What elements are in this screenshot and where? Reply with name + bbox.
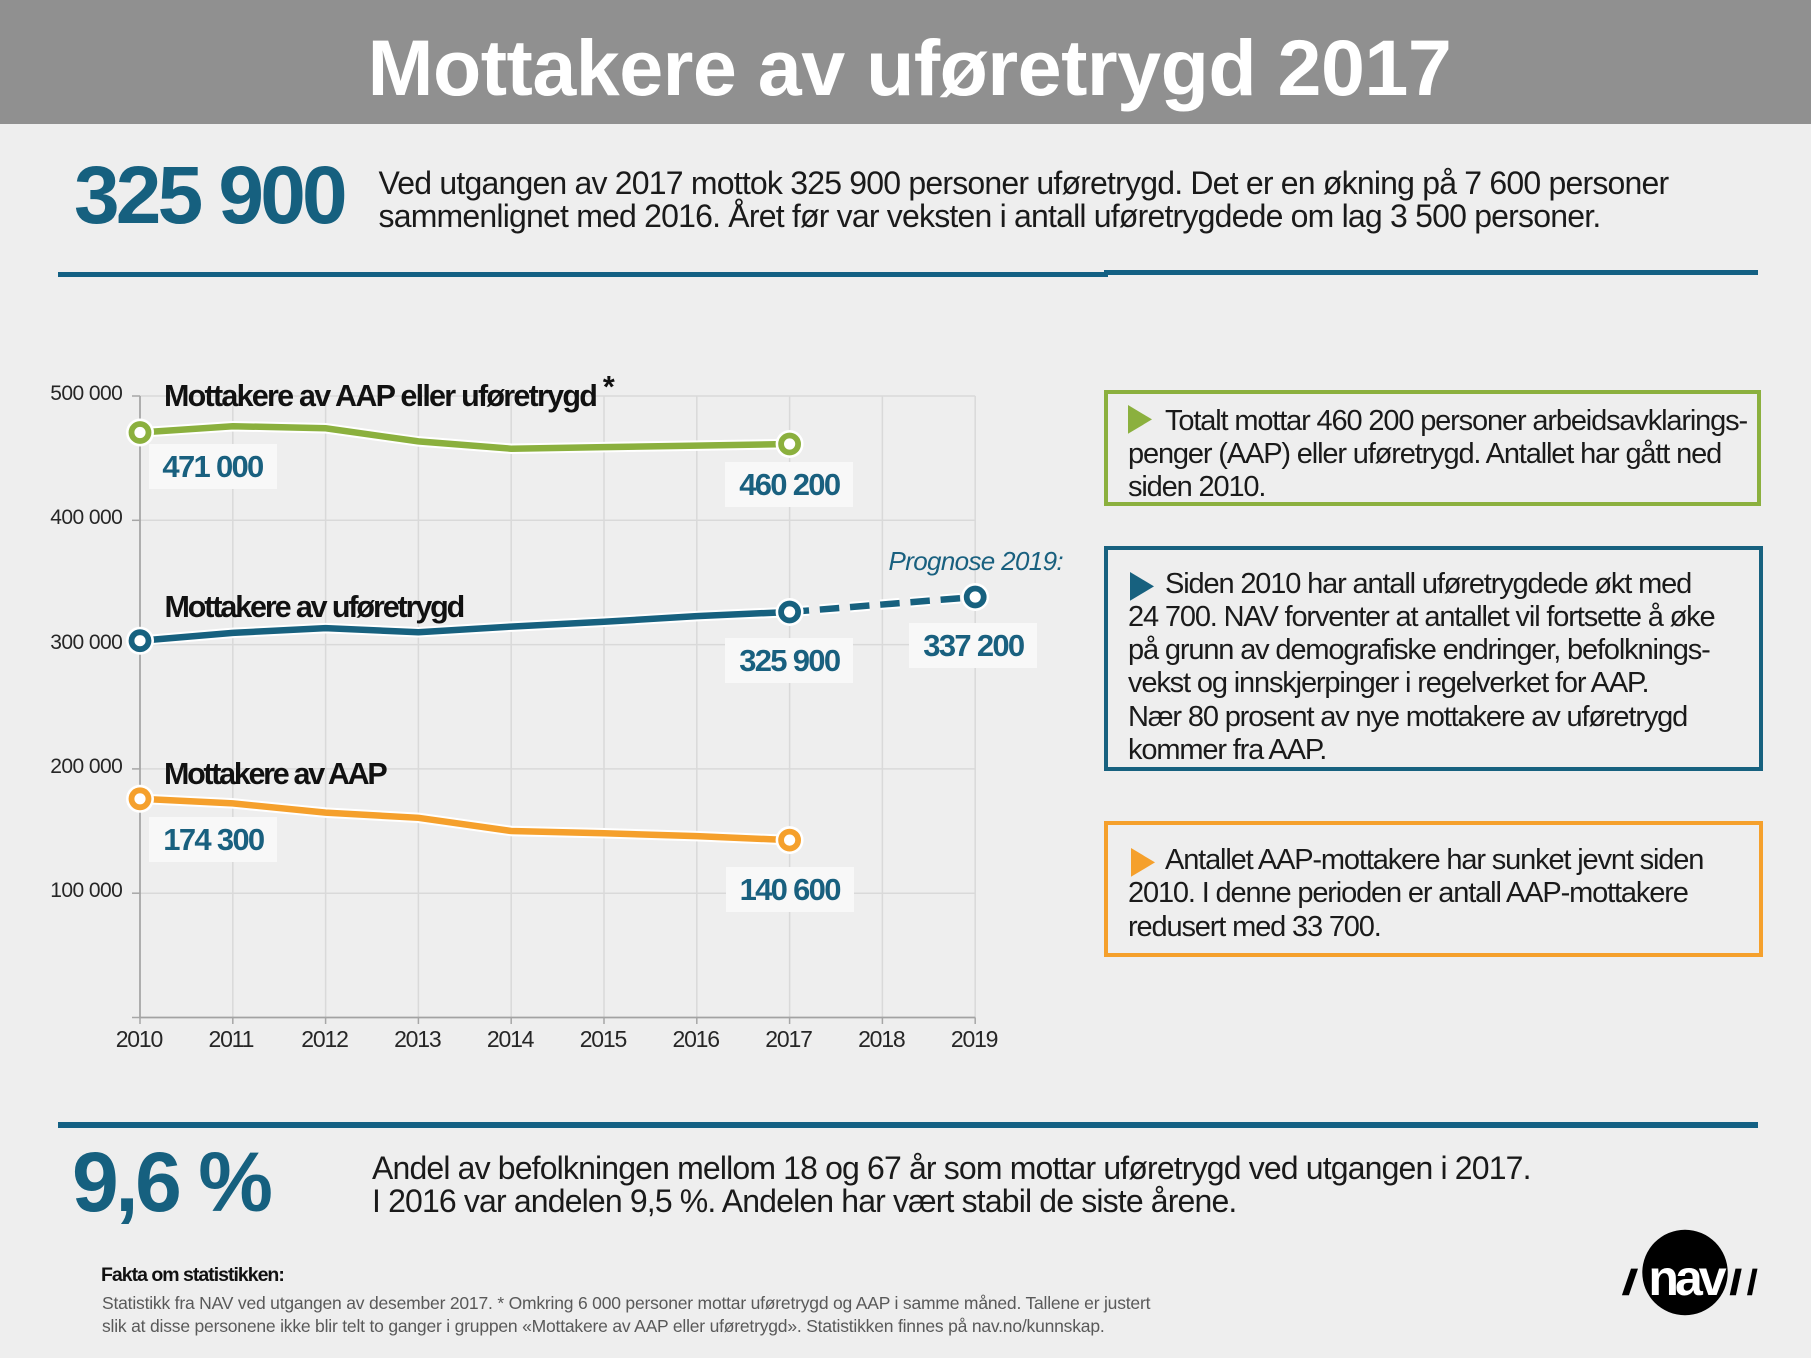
svg-text:nav: nav xyxy=(1648,1250,1726,1306)
